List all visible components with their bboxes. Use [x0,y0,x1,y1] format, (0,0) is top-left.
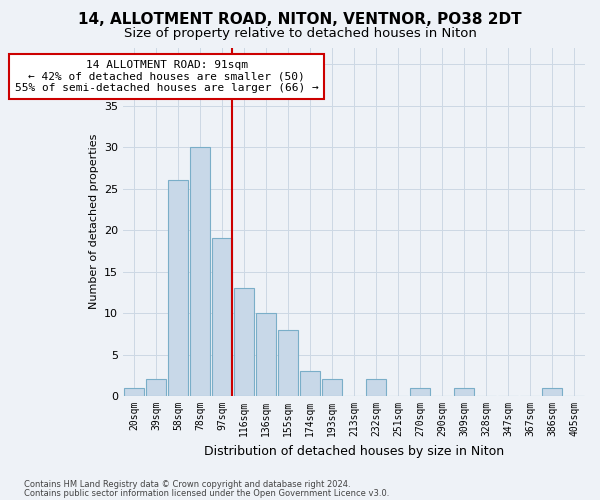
Bar [234,288,254,396]
Bar [366,380,386,396]
Bar [146,380,166,396]
Y-axis label: Number of detached properties: Number of detached properties [89,134,98,310]
Bar [256,313,276,396]
Text: Size of property relative to detached houses in Niton: Size of property relative to detached ho… [124,28,476,40]
Bar [454,388,474,396]
Text: Contains HM Land Registry data © Crown copyright and database right 2024.: Contains HM Land Registry data © Crown c… [24,480,350,489]
Bar [168,180,188,396]
Bar [542,388,562,396]
Bar [278,330,298,396]
Text: 14 ALLOTMENT ROAD: 91sqm
← 42% of detached houses are smaller (50)
55% of semi-d: 14 ALLOTMENT ROAD: 91sqm ← 42% of detach… [15,60,319,93]
Bar [190,147,210,396]
Bar [322,380,342,396]
Bar [300,371,320,396]
X-axis label: Distribution of detached houses by size in Niton: Distribution of detached houses by size … [204,444,504,458]
Bar [212,238,232,396]
Text: Contains public sector information licensed under the Open Government Licence v3: Contains public sector information licen… [24,489,389,498]
Text: 14, ALLOTMENT ROAD, NITON, VENTNOR, PO38 2DT: 14, ALLOTMENT ROAD, NITON, VENTNOR, PO38… [78,12,522,28]
Bar [410,388,430,396]
Bar [124,388,144,396]
